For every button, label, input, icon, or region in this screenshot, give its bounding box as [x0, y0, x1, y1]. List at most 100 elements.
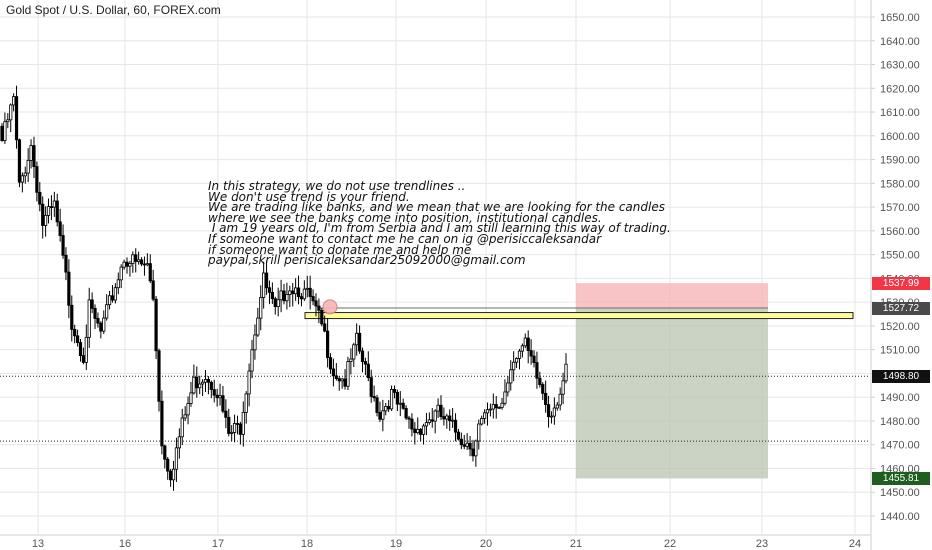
- y-tick-label: 1480.00: [880, 416, 920, 428]
- candle-body: [87, 299, 91, 338]
- candle-body: [73, 328, 77, 337]
- candle-body: [64, 254, 68, 273]
- candle-body: [142, 263, 147, 266]
- candle-body: [503, 391, 507, 404]
- candle-body: [206, 379, 211, 383]
- candle-body: [183, 414, 187, 419]
- candle-body: [221, 395, 225, 412]
- candle-body: [555, 404, 559, 409]
- candle-body: [90, 299, 94, 309]
- candle-body: [198, 383, 202, 389]
- note-line: I am 19 years old, I'm from Serbia and I…: [208, 221, 671, 236]
- candle-body: [288, 290, 292, 295]
- y-tick-label: 1550.00: [880, 250, 920, 262]
- candle-body: [517, 350, 522, 359]
- candle-body: [107, 295, 112, 306]
- candle-body: [366, 363, 370, 379]
- candle-body: [526, 337, 530, 351]
- candle-body: [9, 104, 13, 121]
- candle-body: [360, 350, 365, 362]
- candle-body: [235, 423, 240, 425]
- candle-body: [448, 415, 452, 422]
- candle-body: [456, 431, 461, 440]
- candle-body: [110, 295, 115, 301]
- candle-body: [311, 296, 315, 302]
- y-tick-label: 1470.00: [880, 440, 920, 452]
- candle-body: [273, 298, 277, 308]
- candle-body: [276, 299, 280, 308]
- candle-body: [538, 377, 542, 385]
- candle-body: [262, 272, 266, 298]
- candle-body: [375, 397, 379, 413]
- candle-body: [38, 191, 42, 205]
- candle-body: [369, 377, 373, 397]
- candle-body: [381, 410, 385, 420]
- candle-body: [404, 407, 408, 419]
- candle-body: [509, 369, 513, 384]
- candle-body: [215, 394, 219, 399]
- y-tick-label: 1570.00: [880, 202, 920, 214]
- candle-body: [340, 378, 344, 382]
- candle-body: [549, 415, 554, 418]
- note-line: where we see the banks come into positio…: [208, 210, 602, 225]
- x-tick-label: 20: [480, 538, 492, 550]
- candle-body: [203, 379, 208, 383]
- candle-body: [212, 389, 216, 396]
- candle-body: [459, 438, 463, 446]
- candle-body: [326, 330, 330, 358]
- candle-body: [410, 418, 414, 430]
- candle-body: [421, 425, 426, 435]
- candle-body: [131, 254, 135, 264]
- x-tick-label: 22: [664, 538, 676, 550]
- note-line: if someone want to donate me and help me: [208, 242, 472, 257]
- candle-body: [49, 206, 54, 209]
- candle-body: [294, 287, 298, 295]
- candle-body: [250, 349, 254, 372]
- candle-body: [480, 418, 484, 425]
- candle-body: [17, 139, 22, 183]
- candle-body: [270, 291, 274, 300]
- candle-body: [363, 361, 368, 365]
- candle-body: [23, 172, 27, 177]
- note-line: paypal,skrill perisicaleksandar25092000@…: [208, 253, 526, 268]
- candle-body: [532, 355, 536, 363]
- candle-body: [416, 428, 420, 434]
- stop-price-badge: 1537.99: [872, 277, 930, 291]
- y-tick-label: 1590.00: [880, 155, 920, 167]
- candle-body: [561, 380, 565, 395]
- candle-body: [238, 423, 242, 435]
- candle-body: [564, 363, 568, 382]
- candle-body: [433, 410, 437, 422]
- candle-body: [541, 384, 545, 394]
- candle-body: [264, 272, 269, 289]
- candle-body: [343, 378, 347, 387]
- x-tick-label: 23: [756, 538, 768, 550]
- candle-body: [323, 323, 327, 332]
- candle-body: [279, 290, 283, 301]
- candle-body: [58, 221, 62, 236]
- candle-body: [139, 259, 144, 265]
- candle-body: [477, 423, 481, 442]
- candle-body: [392, 389, 397, 393]
- candle-body: [485, 409, 490, 414]
- candle-body: [44, 214, 48, 226]
- entry-price-badge: 1527.72: [872, 301, 930, 315]
- candle-body: [520, 345, 524, 352]
- candle-body: [439, 404, 443, 418]
- y-tick-label: 1510.00: [880, 345, 920, 357]
- candle-body: [200, 381, 205, 385]
- candle-body: [6, 119, 10, 123]
- candle-body: [346, 361, 350, 387]
- candle-body: [137, 259, 141, 262]
- candle-body: [482, 412, 487, 419]
- y-tick-label: 1610.00: [880, 107, 920, 119]
- note-line: If someone want to contact me he can on …: [208, 231, 602, 246]
- candle-body: [500, 402, 504, 408]
- candle-body: [148, 263, 152, 282]
- candle-body: [125, 261, 129, 267]
- x-tick-label: 21: [570, 538, 582, 550]
- candle-body: [81, 355, 86, 363]
- x-tick-label: 16: [119, 538, 131, 550]
